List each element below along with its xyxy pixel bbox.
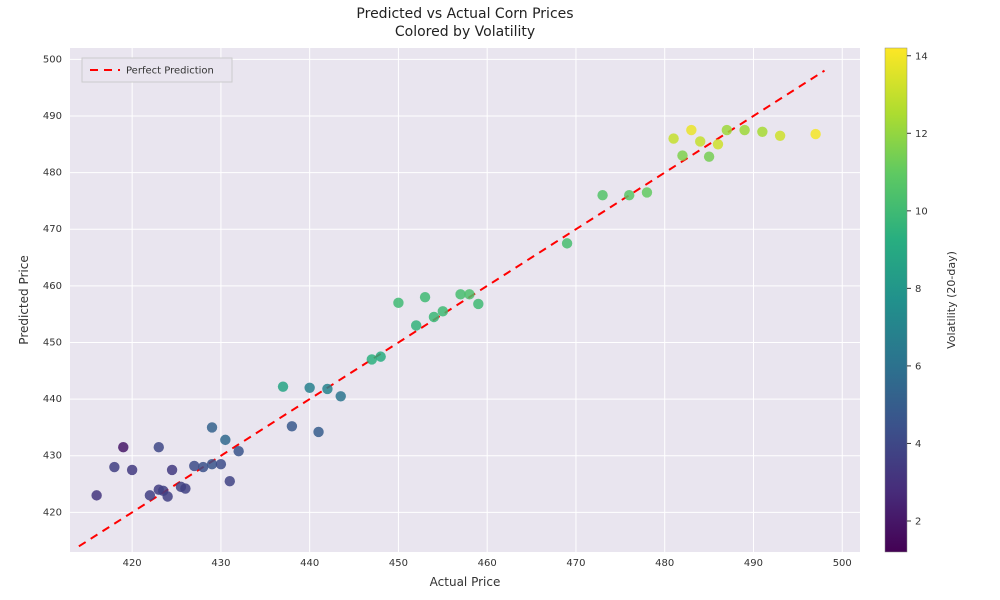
data-point [757, 127, 767, 137]
data-point [668, 133, 678, 143]
colorbar-tick-label: 2 [915, 516, 921, 527]
data-point [597, 190, 607, 200]
data-point [695, 136, 705, 146]
data-point [464, 289, 474, 299]
data-point [313, 427, 323, 437]
data-point [686, 125, 696, 135]
data-point [198, 462, 208, 472]
chart-container: 420 430 440 450 460 470 480 490 500 420 430 440 450 4… [0, 0, 1000, 600]
data-point [207, 459, 217, 469]
colorbar-tick-label: 8 [915, 284, 921, 295]
data-point [722, 125, 732, 135]
data-point [154, 442, 164, 452]
data-point [810, 129, 820, 139]
x-tick-label: 500 [833, 558, 852, 569]
data-point [393, 298, 403, 308]
data-point [429, 312, 439, 322]
legend-label: Perfect Prediction [126, 66, 214, 77]
data-point [233, 446, 243, 456]
colorbar-tick-label: 6 [915, 361, 921, 372]
data-point [91, 490, 101, 500]
chart-title-line2: Colored by Volatility [395, 24, 535, 40]
data-point [420, 292, 430, 302]
data-point [118, 442, 128, 452]
scatter-chart: 420 430 440 450 460 470 480 490 500 420 430 440 450 4… [0, 0, 1000, 600]
data-point [189, 461, 199, 471]
x-tick-label: 430 [211, 558, 230, 569]
data-point [562, 238, 572, 248]
data-point [220, 435, 230, 445]
colorbar-tick-label: 12 [915, 129, 928, 140]
data-point [336, 391, 346, 401]
data-point [411, 320, 421, 330]
data-point [739, 125, 749, 135]
y-tick-label: 450 [43, 337, 62, 348]
x-tick-label: 420 [123, 558, 142, 569]
data-point [304, 383, 314, 393]
x-tick-label: 470 [566, 558, 585, 569]
y-tick-label: 440 [43, 394, 62, 405]
data-point [162, 491, 172, 501]
data-point [145, 490, 155, 500]
data-point [278, 381, 288, 391]
y-tick-label: 490 [43, 111, 62, 122]
y-tick-label: 430 [43, 451, 62, 462]
data-point [455, 289, 465, 299]
data-point [775, 131, 785, 141]
colorbar-label: Volatility (20-day) [945, 251, 958, 349]
data-point [109, 462, 119, 472]
y-tick-label: 480 [43, 168, 62, 179]
colorbar-tick-label: 14 [915, 51, 928, 62]
colorbar-tick-label: 4 [915, 439, 921, 450]
data-point [287, 421, 297, 431]
data-point [367, 354, 377, 364]
data-point [473, 299, 483, 309]
colorbar [885, 48, 907, 552]
data-point [713, 139, 723, 149]
y-axis-label: Predicted Price [17, 255, 31, 344]
colorbar-tick-label: 10 [915, 206, 928, 217]
data-point [225, 476, 235, 486]
x-tick-label: 460 [478, 558, 497, 569]
x-axis-label: Actual Price [430, 575, 501, 589]
x-tick-label: 480 [655, 558, 674, 569]
x-tick-label: 440 [300, 558, 319, 569]
chart-title-line1: Predicted vs Actual Corn Prices [356, 6, 573, 22]
data-point [642, 187, 652, 197]
data-point [322, 384, 332, 394]
data-point [677, 150, 687, 160]
data-point [127, 465, 137, 475]
y-tick-label: 460 [43, 281, 62, 292]
y-tick-label: 420 [43, 507, 62, 518]
data-point [704, 152, 714, 162]
x-tick-label: 450 [389, 558, 408, 569]
data-point [438, 306, 448, 316]
data-point [624, 190, 634, 200]
x-tick-label: 490 [744, 558, 763, 569]
data-point [375, 351, 385, 361]
y-tick-label: 470 [43, 224, 62, 235]
data-point [167, 465, 177, 475]
y-tick-label: 500 [43, 54, 62, 65]
data-point [207, 422, 217, 432]
data-point [216, 459, 226, 469]
data-point [180, 483, 190, 493]
